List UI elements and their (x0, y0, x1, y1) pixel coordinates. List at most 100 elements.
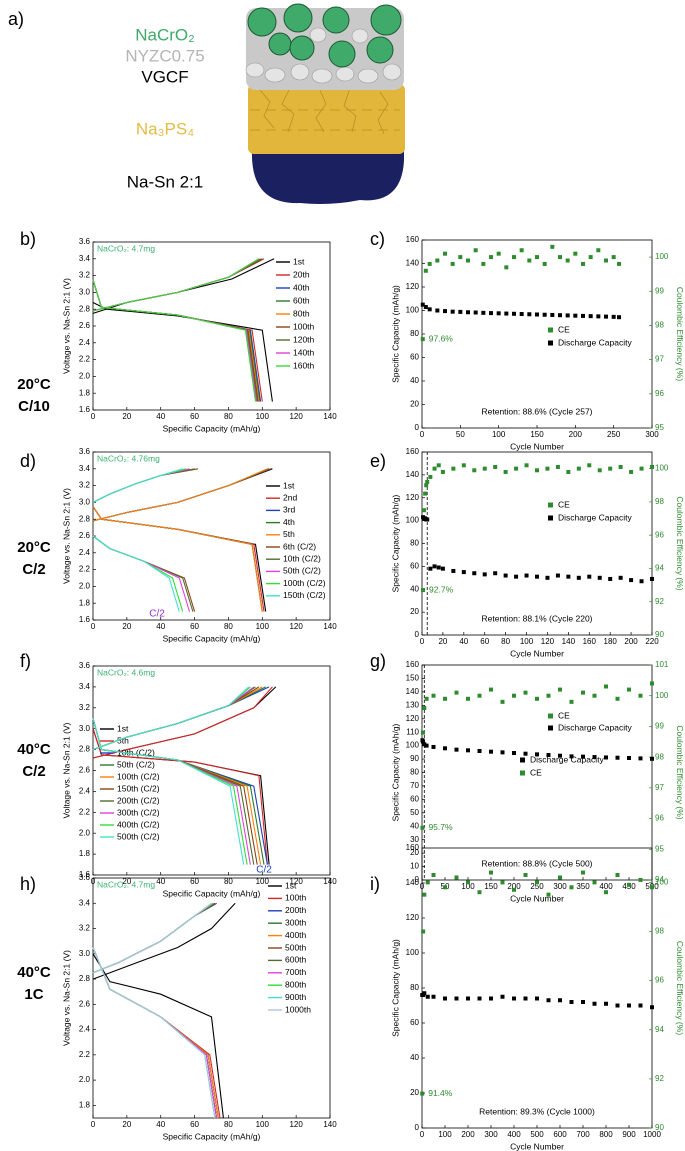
legend-swatch (548, 713, 553, 719)
data-point (650, 464, 654, 469)
data-point (504, 265, 509, 270)
data-point (454, 996, 459, 1001)
data-point (500, 750, 505, 755)
data-point (592, 755, 597, 760)
x-axis-label: Specific Capacity (mAh/g) (163, 888, 261, 898)
y-tick-label: 2.0 (79, 372, 91, 381)
y-tick-label: 100 (406, 306, 420, 315)
y-tick-label: 2.8 (79, 304, 91, 313)
y2-tick-label: 98 (655, 321, 664, 330)
x-tick-label: 300 (484, 1130, 498, 1139)
data-point (512, 693, 516, 698)
data-point (546, 693, 551, 698)
data-point (493, 571, 498, 576)
data-point (566, 469, 571, 474)
y-tick-label: 100 (406, 741, 420, 750)
data-point (550, 312, 555, 317)
condition-label: 40°C (17, 964, 51, 981)
data-point (427, 261, 432, 266)
y2-tick-label: 98 (655, 927, 664, 936)
data-point (428, 474, 433, 479)
data-point (535, 468, 539, 473)
y-tick-label: 2.4 (79, 787, 91, 796)
x-tick-label: 0 (91, 412, 96, 421)
data-point (489, 255, 493, 260)
data-point (424, 743, 429, 748)
data-point (650, 885, 654, 890)
retention-label: Retention: 88.1% (Cycle 220) (481, 613, 592, 623)
y-tick-label: 160 (406, 843, 420, 852)
legend-label: Discharge Capacity (558, 722, 632, 732)
x-tick-label: 60 (480, 637, 489, 646)
data-point (482, 466, 487, 471)
x-tick-label: 120 (541, 637, 555, 646)
data-point (650, 681, 654, 686)
x-tick-label: 20 (122, 1120, 131, 1129)
data-point (638, 756, 643, 761)
legend-label: 1st (117, 723, 129, 733)
data-point (450, 309, 455, 314)
data-point (512, 751, 516, 756)
legend-label: Discharge Capacity (558, 337, 632, 347)
data-point (472, 468, 477, 473)
legend-label: 5th (117, 735, 129, 745)
x-tick-label: 250 (530, 882, 544, 891)
x-tick-label: 1000 (643, 1130, 661, 1139)
x-tick-label: 140 (323, 1120, 337, 1129)
y-tick-label: 50 (410, 808, 419, 817)
data-point (573, 251, 578, 256)
data-point (436, 463, 441, 468)
voltage-curve (92, 468, 187, 612)
y2-tick-label: 95 (655, 844, 664, 853)
data-point (604, 890, 608, 895)
x-tick-label: 40 (156, 877, 165, 886)
legend-label: CE (558, 324, 570, 334)
legend-swatch (548, 502, 553, 508)
retention-label: Retention: 88.6% (Cycle 257) (481, 406, 592, 416)
y-tick-label: 160 (406, 447, 420, 456)
data-point (638, 1003, 643, 1008)
data-point (431, 994, 436, 999)
data-point (638, 877, 643, 882)
y2-tick-label: 96 (655, 389, 664, 398)
data-point (535, 996, 539, 1001)
data-point (435, 308, 440, 313)
legend-label: 160th (293, 360, 315, 370)
data-point (597, 575, 602, 580)
data-point (596, 248, 601, 253)
data-point (558, 753, 562, 758)
y-tick-label: 150 (406, 674, 420, 683)
data-point (608, 576, 613, 581)
legend-label: 100th (C/2) (117, 771, 160, 781)
y2-tick-label: 90 (655, 630, 664, 639)
data-point (423, 304, 428, 309)
data-point (431, 693, 436, 698)
legend-label: CE (558, 710, 570, 720)
x-tick-label: 300 (645, 430, 659, 439)
x-tick-label: 100 (520, 637, 534, 646)
data-point (627, 882, 631, 887)
y-tick-label: 80 (410, 768, 419, 777)
initial-ce-label: 92.7% (429, 584, 454, 594)
y-tick-label: 3.4 (79, 682, 91, 691)
data-point (443, 885, 447, 890)
legend-label: CE (558, 499, 570, 509)
data-point (420, 337, 425, 342)
y2-tick-label: 97 (655, 783, 664, 792)
layer-label: Na-Sn 2:1 (127, 172, 204, 191)
x-tick-label: 20 (122, 622, 131, 631)
data-point (604, 1001, 608, 1006)
voltage-curve (92, 468, 268, 612)
panel-label: g) (370, 651, 386, 671)
y-axis-label: Voltage vs. Na-Sn 2:1 (V) (61, 722, 71, 818)
y-tick-label: 2.2 (79, 1050, 91, 1059)
data-point (617, 261, 622, 266)
data-point (558, 255, 562, 260)
panel-label: c) (370, 229, 385, 249)
data-point (432, 466, 437, 471)
data-point (524, 573, 529, 578)
legend-label: 2nd (283, 492, 297, 502)
y-tick-label: 140 (406, 470, 420, 479)
y2-tick-label: 100 (655, 252, 669, 261)
